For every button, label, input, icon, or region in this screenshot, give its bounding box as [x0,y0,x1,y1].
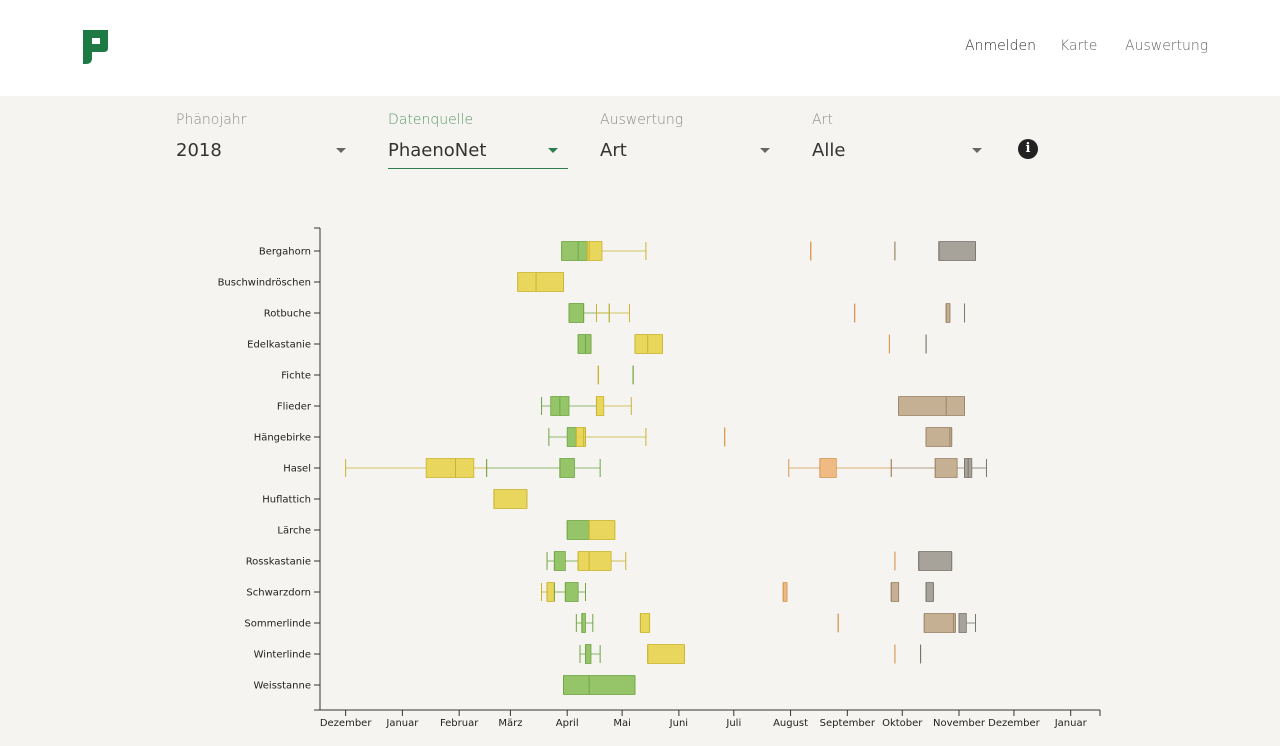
y-tick-label: Hasel [283,464,311,475]
box [934,458,958,478]
art-select[interactable]: Art Alle [812,112,992,161]
y-tick-label: Sommerlinde [244,619,311,630]
box [588,520,616,540]
x-tick-label: Dezember [320,718,372,729]
box [585,644,592,664]
auswertung-value: Art [600,140,627,161]
datenquelle-select[interactable]: Datenquelle PhaenoNet [388,112,568,169]
x-tick-label: Juli [725,718,741,729]
box [517,272,564,292]
x-tick-label: August [773,718,808,729]
box [564,582,579,602]
box [596,396,605,416]
y-tick-label: Flieder [277,402,312,413]
art-value: Alle [812,140,846,161]
phaenojahr-select[interactable]: Phänojahr 2018 [176,112,356,161]
box [561,241,588,261]
y-tick-label: Schwarzdorn [246,588,311,599]
box [553,551,566,571]
y-tick-label: Bergahorn [259,247,311,258]
datenquelle-value: PhaenoNet [388,140,487,161]
box [566,520,590,540]
info-icon[interactable]: i [1018,139,1038,159]
art-label: Art [812,112,833,128]
box [634,334,663,354]
x-tick-label: Juni [669,718,688,729]
y-tick-label: Edelkastanie [247,340,311,351]
x-tick-label: April [556,718,579,729]
phaenojahr-value: 2018 [176,140,222,161]
box [425,458,475,478]
x-tick-label: Mai [613,718,631,729]
box [782,582,788,602]
nav-anmelden[interactable]: Anmelden [965,38,1036,54]
y-tick-label: Rotbuche [264,309,311,320]
x-tick-label: November [933,718,986,729]
box [923,613,956,633]
box [546,582,555,602]
x-tick-label: Januar [385,718,419,729]
nav-auswertung[interactable]: Auswertung [1125,38,1209,54]
box [563,675,636,695]
box [890,582,899,602]
box [586,241,603,261]
x-tick-label: März [498,718,522,729]
box [575,427,586,447]
phaenojahr-label: Phänojahr [176,112,247,128]
box [493,489,528,509]
y-tick-label: Buschwindröschen [218,278,311,289]
box [918,551,953,571]
box [566,427,577,447]
box [945,303,951,323]
y-tick-label: Hängebirke [254,433,311,444]
y-tick-label: Winterlinde [254,650,311,661]
y-tick-label: Fichte [281,371,311,382]
chevron-down-icon [972,148,982,153]
y-tick-label: Lärche [277,526,311,537]
box [925,427,953,447]
box [898,396,965,416]
box [938,241,976,261]
top-bar: Anmelden Karte Auswertung [0,0,1280,96]
nav-karte[interactable]: Karte [1060,38,1098,54]
box [640,613,650,633]
x-tick-label: September [820,718,876,729]
box [577,551,612,571]
y-tick-label: Huflattich [262,495,311,506]
box [559,458,575,478]
x-tick-label: Oktober [882,718,923,729]
box [925,582,934,602]
active-underline [388,168,568,169]
x-tick-label: Januar [1054,718,1088,729]
box [577,334,592,354]
phaenonet-logo-icon[interactable] [80,28,111,64]
datenquelle-label: Datenquelle [388,112,474,128]
box [581,613,586,633]
box [819,458,837,478]
box [568,303,585,323]
chevron-down-icon [336,148,346,153]
box [647,644,685,664]
y-tick-label: Rosskastanie [246,557,311,568]
auswertung-select[interactable]: Auswertung Art [600,112,780,161]
x-tick-label: Februar [440,718,479,729]
chevron-down-icon [548,148,558,153]
chevron-down-icon [760,148,770,153]
auswertung-label: Auswertung [600,112,684,128]
box [958,613,967,633]
y-tick-label: Weisstanne [253,681,311,692]
x-tick-label: Dezember [988,718,1040,729]
